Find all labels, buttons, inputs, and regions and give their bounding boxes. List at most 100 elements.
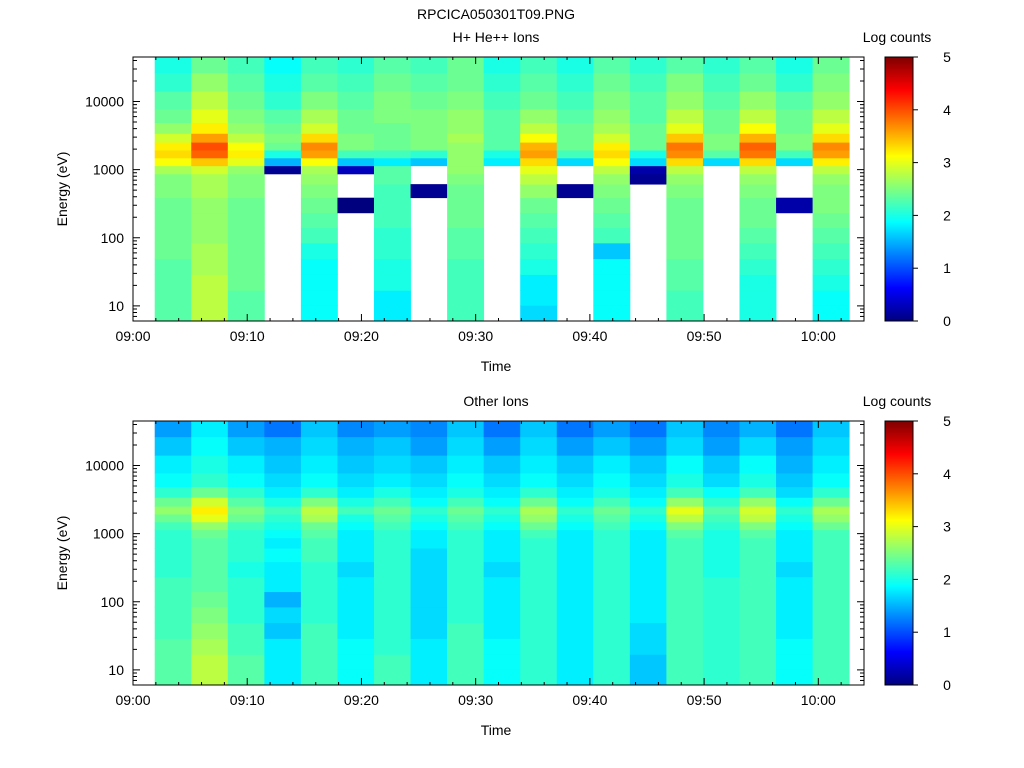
heatmap-cell bbox=[556, 576, 594, 593]
heatmap-cell bbox=[191, 529, 229, 539]
heatmap-cell bbox=[191, 606, 229, 624]
heatmap-cell bbox=[300, 122, 338, 134]
heatmap-cell bbox=[593, 258, 631, 275]
heatmap-cell bbox=[337, 506, 375, 515]
heatmap-cell bbox=[520, 514, 558, 523]
heatmap-cell bbox=[666, 606, 704, 624]
heatmap-cell bbox=[447, 561, 485, 578]
y-tick-label: 1000 bbox=[93, 526, 124, 542]
heatmap-cell bbox=[739, 133, 777, 143]
heatmap-cell bbox=[629, 133, 667, 143]
heatmap-cell bbox=[154, 548, 192, 563]
heatmap-cell bbox=[593, 212, 631, 229]
heatmap-cell bbox=[520, 436, 558, 456]
panel-2-y-axis: 10 100 1000 10000 bbox=[85, 423, 864, 686]
heatmap-cell bbox=[191, 669, 229, 686]
heatmap-cell bbox=[410, 591, 448, 608]
heatmap-cell bbox=[776, 529, 813, 539]
heatmap-cell bbox=[337, 514, 375, 523]
heatmap-cell bbox=[666, 109, 704, 124]
heatmap-cell bbox=[520, 455, 558, 474]
heatmap-cell bbox=[776, 157, 813, 167]
heatmap-cell bbox=[629, 576, 667, 593]
heatmap-cell bbox=[447, 455, 485, 474]
heatmap-cell bbox=[191, 258, 229, 275]
heatmap-cell bbox=[702, 133, 740, 143]
heatmap-cell bbox=[556, 109, 594, 124]
heatmap-cell bbox=[337, 521, 375, 531]
heatmap-cell bbox=[410, 157, 448, 167]
heatmap-cell bbox=[593, 142, 631, 151]
heatmap-cell bbox=[264, 473, 302, 488]
colorbar-tick-label: 0 bbox=[943, 677, 951, 693]
heatmap-cell bbox=[410, 150, 448, 159]
heatmap-cell bbox=[666, 197, 704, 214]
heatmap-cell bbox=[447, 227, 485, 244]
heatmap-cell bbox=[556, 506, 594, 515]
heatmap-cell bbox=[593, 576, 631, 593]
heatmap-cell bbox=[154, 242, 192, 260]
heatmap-cell bbox=[666, 72, 704, 92]
heatmap-cell bbox=[374, 529, 411, 539]
heatmap-cell bbox=[593, 227, 631, 244]
heatmap-cell bbox=[447, 486, 485, 498]
panel-1-colorbar-ticks: 0 1 2 3 4 5 bbox=[913, 49, 951, 329]
heatmap-cell bbox=[300, 109, 338, 124]
heatmap-cell bbox=[666, 57, 704, 74]
heatmap-cell bbox=[666, 150, 704, 159]
heatmap-cell bbox=[154, 142, 192, 151]
heatmap-cell bbox=[447, 576, 485, 593]
heatmap-cell bbox=[483, 57, 521, 74]
heatmap-cell bbox=[483, 576, 521, 593]
heatmap-cell bbox=[812, 227, 850, 244]
heatmap-cell bbox=[520, 150, 558, 159]
heatmap-cell bbox=[154, 606, 192, 624]
heatmap-cell bbox=[812, 133, 850, 143]
heatmap-cell bbox=[520, 529, 558, 539]
heatmap-cell bbox=[374, 212, 411, 229]
heatmap-cell bbox=[520, 654, 558, 670]
heatmap-cell bbox=[447, 654, 485, 670]
heatmap-cell bbox=[227, 455, 265, 474]
heatmap-cell bbox=[739, 173, 777, 185]
heatmap-cell bbox=[483, 436, 521, 456]
heatmap-cell bbox=[374, 258, 411, 275]
panel-1-colorbar bbox=[884, 56, 914, 322]
heatmap-cell bbox=[666, 622, 704, 639]
heatmap-cell bbox=[154, 421, 192, 438]
heatmap-cell bbox=[264, 122, 302, 134]
heatmap-cell bbox=[264, 165, 302, 175]
colorbar-tick-label: 4 bbox=[943, 102, 951, 118]
heatmap-cell bbox=[300, 305, 338, 322]
heatmap-cell bbox=[629, 142, 667, 151]
heatmap-cell bbox=[154, 561, 192, 578]
heatmap-cell bbox=[520, 591, 558, 608]
heatmap-cell bbox=[666, 455, 704, 474]
heatmap-cell bbox=[520, 521, 558, 531]
heatmap-cell bbox=[812, 486, 850, 498]
heatmap-cell bbox=[666, 521, 704, 531]
heatmap-cell bbox=[191, 473, 229, 488]
panel-2-x-axis: 09:00 09:10 09:20 09:30 09:40 09:50 10:00 bbox=[115, 421, 865, 708]
heatmap-cell bbox=[666, 638, 704, 655]
heatmap-cell bbox=[812, 421, 850, 438]
heatmap-cell bbox=[447, 622, 485, 639]
heatmap-cell bbox=[520, 109, 558, 124]
heatmap-cell bbox=[666, 242, 704, 260]
heatmap-cell bbox=[191, 122, 229, 134]
heatmap-cell bbox=[812, 165, 850, 175]
x-tick-label: 10:00 bbox=[801, 328, 836, 344]
heatmap-cell bbox=[191, 436, 229, 456]
heatmap-cell bbox=[154, 521, 192, 531]
heatmap-cell bbox=[812, 150, 850, 159]
heatmap-cell bbox=[666, 669, 704, 686]
heatmap-cell bbox=[629, 638, 667, 655]
heatmap-cell bbox=[264, 486, 302, 498]
heatmap-cell bbox=[227, 529, 265, 539]
heatmap-cell bbox=[410, 436, 448, 456]
heatmap-cell bbox=[593, 436, 631, 456]
heatmap-cell bbox=[191, 638, 229, 655]
heatmap-cell bbox=[666, 561, 704, 578]
heatmap-cell bbox=[191, 486, 229, 498]
